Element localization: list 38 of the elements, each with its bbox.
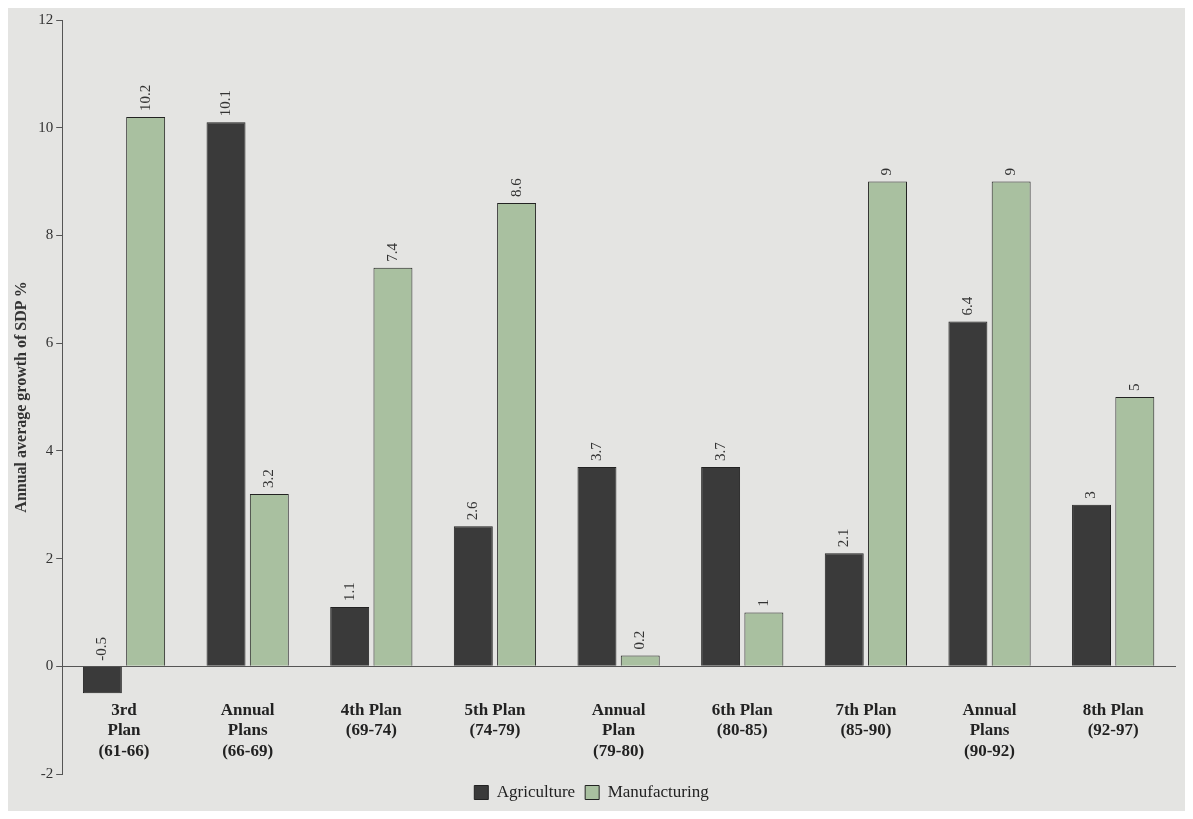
y-tick-label: 6	[45, 334, 54, 351]
x-tick-label: 3rd Plan (61-66)	[98, 699, 150, 760]
x-tick-label: 7th Plan (85-90)	[835, 699, 897, 740]
y-tick-label: -2	[40, 764, 54, 781]
data-label: 3.7	[587, 441, 604, 462]
y-tick-label: 0	[45, 657, 54, 674]
data-label: 9	[1002, 168, 1019, 176]
data-label: 1.1	[340, 582, 357, 602]
data-label: 7.4	[383, 242, 400, 262]
y-tick-label: 10	[38, 118, 54, 135]
data-label: 6.4	[958, 296, 975, 316]
x-tick-label: Annual Plans (90-92)	[962, 699, 1017, 760]
y-tick-label: 12	[38, 10, 54, 27]
x-tick-label: 6th Plan (80-85)	[711, 699, 774, 740]
x-tick-label: 5th Plan (74-79)	[464, 699, 526, 740]
data-label: 3	[1082, 491, 1099, 499]
x-tick-label: 8th Plan (92-97)	[1082, 699, 1145, 740]
data-label: 8.6	[507, 177, 524, 198]
legend-label: Agriculture	[496, 781, 576, 801]
data-label: 1	[754, 598, 771, 607]
data-label: 10.2	[136, 84, 153, 111]
data-label: 3.7	[711, 441, 728, 462]
data-label: 3.2	[260, 469, 277, 488]
y-tick-label: 2	[45, 549, 54, 566]
data-label: -0.5	[93, 637, 110, 661]
x-tick-label: 4th Plan (69-74)	[340, 699, 403, 740]
y-tick-label: 4	[45, 441, 54, 458]
x-tick-label: Annual Plan (79-80)	[591, 699, 646, 760]
y-tick-label: 8	[45, 226, 54, 243]
x-tick-label: Annual Plans (66-69)	[220, 699, 275, 760]
y-axis-title: Annual average growth of SDP %	[11, 281, 30, 513]
data-label: 0.2	[631, 630, 648, 650]
data-label: 2.6	[464, 501, 481, 521]
data-label: 2.1	[835, 528, 852, 548]
data-label: 10.1	[216, 90, 233, 117]
data-label: 5	[1125, 383, 1142, 391]
legend-label: Manufacturing	[607, 781, 710, 801]
data-label: 9	[878, 168, 895, 176]
